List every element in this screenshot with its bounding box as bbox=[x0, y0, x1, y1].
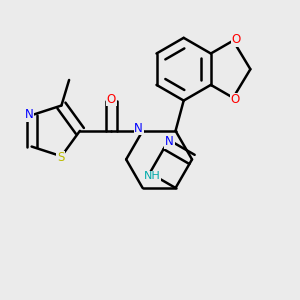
Text: NH: NH bbox=[144, 171, 161, 181]
Text: O: O bbox=[232, 33, 241, 46]
Text: N: N bbox=[134, 122, 143, 135]
Text: N: N bbox=[25, 108, 33, 121]
Text: N: N bbox=[165, 135, 174, 148]
Text: S: S bbox=[57, 152, 64, 164]
Text: O: O bbox=[106, 93, 116, 106]
Text: O: O bbox=[230, 93, 240, 106]
